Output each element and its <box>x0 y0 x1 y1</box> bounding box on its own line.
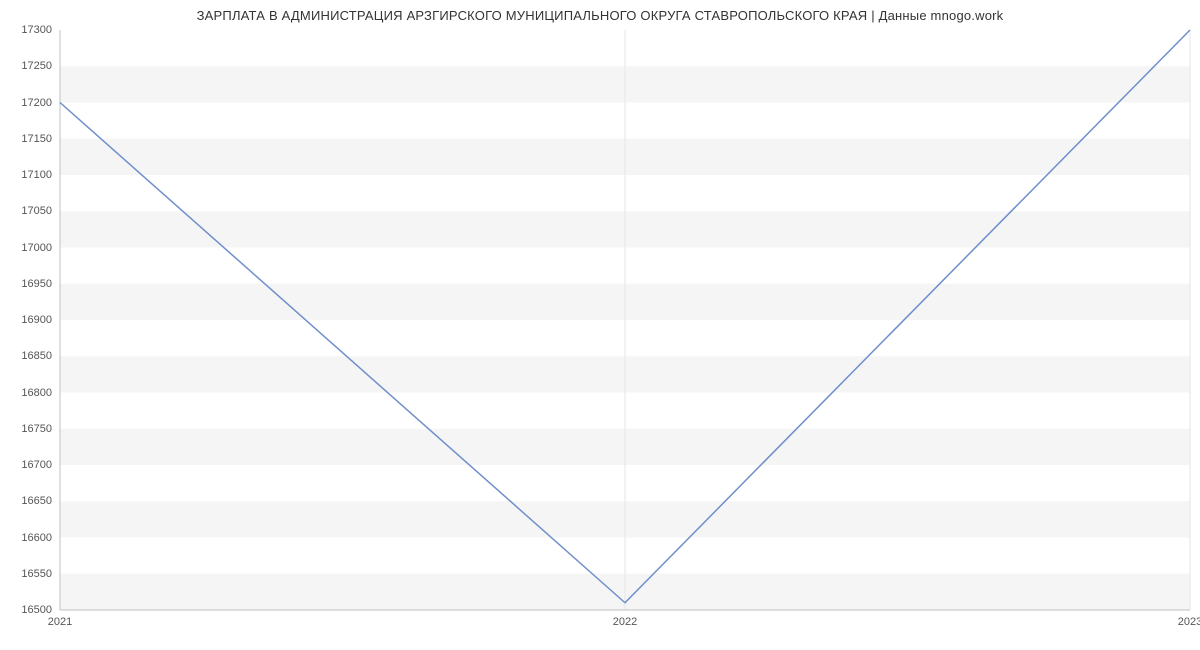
y-tick-label: 17150 <box>21 133 60 145</box>
y-tick-label: 16650 <box>21 495 60 507</box>
plot-area: 1650016550166001665016700167501680016850… <box>60 30 1190 610</box>
chart-svg <box>60 30 1190 610</box>
y-tick-label: 17000 <box>21 242 60 254</box>
y-tick-label: 16900 <box>21 314 60 326</box>
y-tick-label: 16750 <box>21 423 60 435</box>
salary-line-chart: ЗАРПЛАТА В АДМИНИСТРАЦИЯ АРЗГИРСКОГО МУН… <box>0 0 1200 650</box>
y-tick-label: 16700 <box>21 459 60 471</box>
y-tick-label: 16550 <box>21 568 60 580</box>
x-tick-label: 2022 <box>613 610 637 628</box>
x-tick-label: 2023 <box>1178 610 1200 628</box>
y-tick-label: 17300 <box>21 24 60 36</box>
y-tick-label: 17050 <box>21 205 60 217</box>
y-tick-label: 17100 <box>21 169 60 181</box>
y-tick-label: 16950 <box>21 278 60 290</box>
y-tick-label: 17200 <box>21 97 60 109</box>
chart-title: ЗАРПЛАТА В АДМИНИСТРАЦИЯ АРЗГИРСКОГО МУН… <box>0 0 1200 23</box>
x-tick-label: 2021 <box>48 610 72 628</box>
y-tick-label: 17250 <box>21 60 60 72</box>
y-tick-label: 16600 <box>21 532 60 544</box>
y-tick-label: 16800 <box>21 387 60 399</box>
y-tick-label: 16850 <box>21 350 60 362</box>
